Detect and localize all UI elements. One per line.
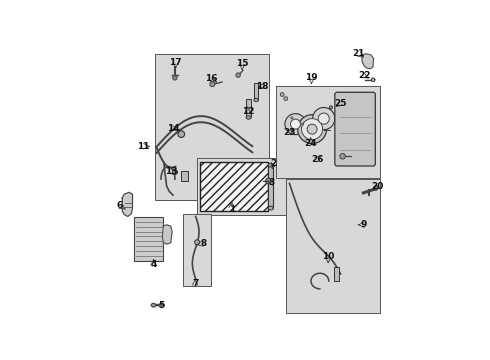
Circle shape — [266, 178, 271, 184]
Bar — [183, 214, 211, 286]
Circle shape — [291, 117, 293, 119]
Circle shape — [291, 119, 300, 129]
Circle shape — [301, 118, 322, 140]
Ellipse shape — [246, 116, 251, 119]
Text: 13: 13 — [165, 167, 177, 176]
Text: 15: 15 — [236, 59, 248, 68]
Circle shape — [298, 115, 326, 144]
Text: 3: 3 — [269, 178, 275, 187]
Text: 8: 8 — [200, 239, 207, 248]
Text: 7: 7 — [192, 279, 198, 288]
Bar — [276, 86, 380, 177]
Text: 26: 26 — [311, 154, 323, 163]
Ellipse shape — [269, 206, 273, 210]
Bar — [254, 83, 258, 100]
Text: 17: 17 — [170, 58, 182, 67]
FancyBboxPatch shape — [335, 92, 375, 166]
Text: 5: 5 — [159, 301, 165, 310]
Text: 25: 25 — [334, 99, 346, 108]
Circle shape — [236, 73, 240, 77]
Circle shape — [195, 240, 199, 245]
Circle shape — [340, 153, 345, 159]
Ellipse shape — [254, 98, 258, 102]
Text: 1: 1 — [229, 205, 235, 214]
Text: 9: 9 — [360, 220, 367, 229]
Bar — [269, 165, 273, 208]
Circle shape — [210, 82, 215, 87]
Circle shape — [301, 123, 304, 125]
Text: 10: 10 — [322, 252, 334, 261]
Text: 21: 21 — [352, 49, 365, 58]
Circle shape — [318, 113, 329, 124]
Circle shape — [329, 106, 333, 109]
Ellipse shape — [269, 163, 273, 167]
Polygon shape — [362, 54, 374, 69]
Circle shape — [280, 93, 284, 96]
Circle shape — [374, 186, 378, 190]
Text: 2: 2 — [271, 159, 277, 168]
Bar — [197, 158, 286, 215]
Text: 19: 19 — [305, 73, 318, 82]
Bar — [134, 217, 163, 261]
Text: 16: 16 — [205, 74, 217, 83]
Text: 24: 24 — [304, 139, 317, 148]
Text: 12: 12 — [242, 107, 254, 116]
Circle shape — [313, 108, 335, 130]
Bar — [334, 267, 339, 281]
Circle shape — [307, 124, 317, 134]
Circle shape — [284, 97, 288, 100]
Polygon shape — [151, 303, 156, 307]
Circle shape — [172, 170, 177, 175]
Circle shape — [291, 129, 293, 131]
Bar — [286, 179, 380, 314]
Text: 6: 6 — [116, 201, 122, 210]
Text: 23: 23 — [283, 128, 295, 137]
Polygon shape — [162, 225, 172, 244]
Text: 4: 4 — [150, 261, 157, 269]
Polygon shape — [371, 78, 375, 81]
Polygon shape — [122, 192, 132, 216]
Circle shape — [178, 131, 185, 138]
Text: 14: 14 — [167, 124, 179, 133]
Bar — [246, 99, 251, 117]
Text: 22: 22 — [358, 71, 370, 80]
Bar — [181, 171, 188, 181]
Text: 11: 11 — [137, 142, 150, 151]
Text: 18: 18 — [257, 82, 269, 91]
Circle shape — [172, 76, 177, 80]
Text: 20: 20 — [371, 182, 384, 191]
Circle shape — [285, 114, 306, 135]
Bar — [200, 162, 268, 211]
Bar — [155, 54, 269, 200]
